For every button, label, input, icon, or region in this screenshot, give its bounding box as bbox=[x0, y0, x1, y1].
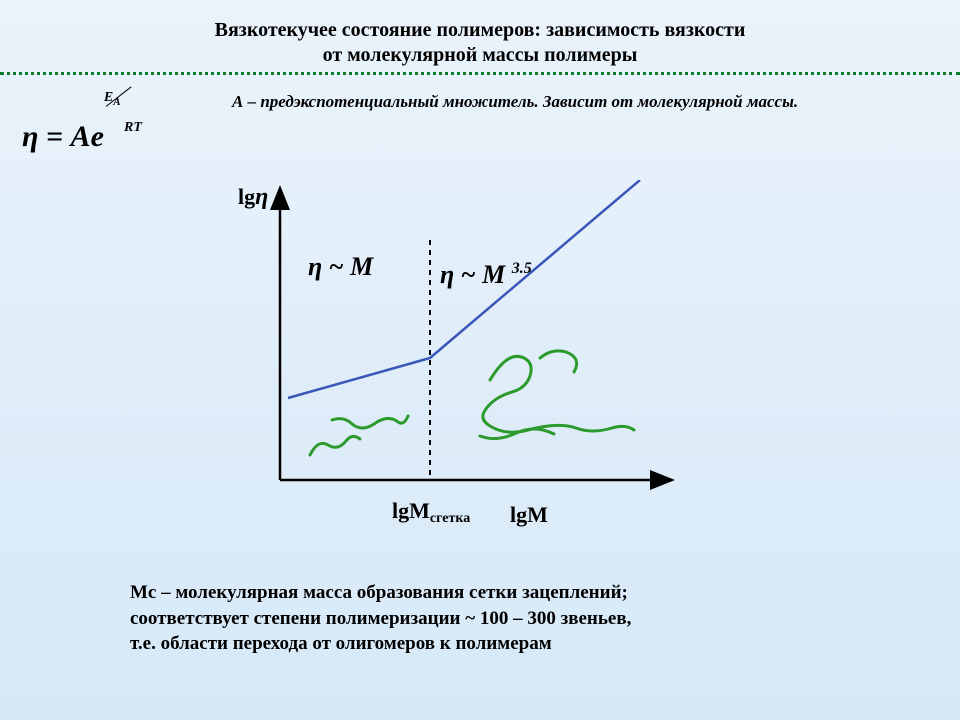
x-axis-label: lgM bbox=[510, 502, 548, 528]
eta2-exp: 3.5 bbox=[512, 260, 532, 277]
equation-lhs: η = Ae bbox=[22, 120, 104, 153]
footer-line-1: Мс – молекулярная масса образования сетк… bbox=[130, 582, 628, 603]
relation-eta-m35: η ~ M 3.5 bbox=[440, 260, 532, 290]
viscosity-plot bbox=[240, 180, 700, 510]
eta2-base: η ~ M bbox=[440, 260, 505, 289]
equation-exponent: EART bbox=[104, 115, 138, 132]
y-axis-label: lgη bbox=[238, 184, 268, 211]
exponent-fraction: EART bbox=[104, 96, 138, 126]
annotation-text: А – предэкспотенциальный множитель. Зави… bbox=[232, 92, 852, 112]
plot-svg bbox=[240, 180, 700, 510]
footer-text: Мс – молекулярная масса образования сетк… bbox=[130, 580, 850, 657]
xcrit-sub: сгетка bbox=[430, 511, 470, 526]
footer-line-3: т.е. области перехода от олигомеров к по… bbox=[130, 633, 552, 654]
arrhenius-equation: η = AeEART bbox=[22, 96, 138, 154]
footer-line-2: соответствует степени полимеризации ~ 10… bbox=[130, 608, 631, 629]
xcrit-prefix: lgM bbox=[392, 498, 430, 523]
slide-title: Вязкотекучее состояние полимеров: зависи… bbox=[0, 18, 960, 68]
slide-page: Вязкотекучее состояние полимеров: зависи… bbox=[0, 0, 960, 720]
dotted-divider bbox=[0, 72, 960, 75]
exp-denominator: RT bbox=[124, 120, 142, 136]
ylabel-eta: η bbox=[255, 184, 268, 210]
x-critical-label: lgMсгетка bbox=[392, 498, 470, 527]
ylabel-lg: lg bbox=[238, 184, 255, 209]
title-line-1: Вязкотекучее состояние полимеров: зависи… bbox=[215, 19, 746, 41]
fraction-slash bbox=[106, 92, 136, 122]
title-line-2: от молекулярной массы полимеры bbox=[323, 44, 638, 66]
relation-eta-m: η ~ M bbox=[308, 252, 373, 282]
